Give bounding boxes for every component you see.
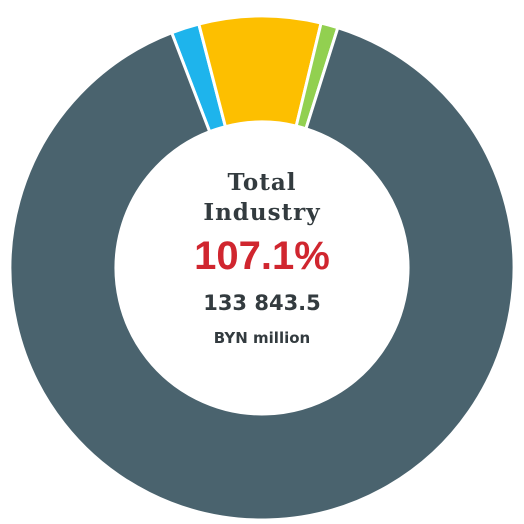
center-value: 107.1% [194, 234, 330, 278]
center-title: Total Industry [203, 169, 321, 226]
center-label: Total Industry 107.1% 133 843.5 BYN mill… [187, 168, 337, 347]
donut-segment [8, 25, 516, 522]
center-unit: BYN million [213, 329, 311, 347]
center-amount: 133 843.5 [203, 291, 321, 315]
